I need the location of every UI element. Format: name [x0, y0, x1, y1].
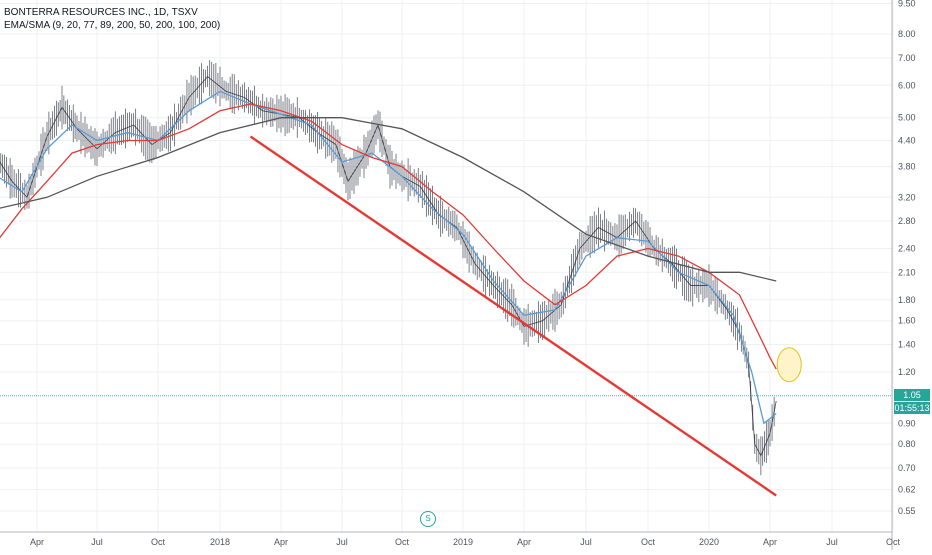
- y-tick-label: 5.00: [898, 113, 916, 123]
- series-line-4: [0, 117, 777, 282]
- x-tick-label: Jul: [580, 537, 592, 547]
- x-tick-label: Apr: [517, 537, 531, 547]
- y-tick-label: 2.80: [898, 216, 916, 226]
- y-tick-label: 0.80: [898, 439, 916, 449]
- x-tick-label: Jul: [336, 537, 348, 547]
- x-tick-label: Oct: [395, 537, 410, 547]
- y-tick-label: 7.00: [898, 53, 916, 63]
- x-tick-label: Apr: [30, 537, 44, 547]
- highlight-ellipse: [776, 347, 802, 383]
- y-tick-label: 1.60: [898, 316, 916, 326]
- x-tick-label: Apr: [274, 537, 288, 547]
- y-tick-label: 3.80: [898, 162, 916, 172]
- chart-legend: BONTERRA RESOURCES INC., 1D, TSXV EMA/SM…: [4, 6, 220, 32]
- y-tick-label: 6.00: [898, 80, 916, 90]
- symbol-title: BONTERRA RESOURCES INC., 1D, TSXV: [4, 7, 198, 18]
- x-tick-label: Jul: [91, 537, 103, 547]
- y-tick-label: 9.50: [898, 0, 916, 8]
- x-tick-label: 2020: [699, 537, 719, 547]
- y-tick-label: 4.40: [898, 136, 916, 146]
- x-tick-label: Apr: [763, 537, 777, 547]
- event-marker[interactable]: S: [420, 511, 436, 527]
- trend-line: [249, 135, 777, 497]
- y-tick-label: 0.70: [898, 463, 916, 473]
- x-tick-label: Oct: [886, 537, 901, 547]
- y-tick-label: 8.00: [898, 29, 916, 39]
- indicator-label: EMA/SMA (9, 20, 77, 89, 200, 50, 200, 10…: [4, 20, 221, 31]
- y-tick-label: 2.10: [898, 267, 916, 277]
- x-tick-label: 2019: [453, 537, 473, 547]
- x-tick-label: Oct: [151, 537, 166, 547]
- y-tick-label: 0.62: [898, 485, 916, 495]
- series-line-1: [0, 75, 777, 457]
- y-tick-label: 2.40: [898, 244, 916, 254]
- last-price-badge: 1.05: [894, 389, 930, 401]
- x-tick-label: 2018: [210, 537, 230, 547]
- x-tick-label: Jul: [826, 537, 838, 547]
- y-tick-label: 1.20: [898, 367, 916, 377]
- y-tick-label: 3.20: [898, 192, 916, 202]
- y-tick-label: 1.40: [898, 340, 916, 350]
- y-tick-label: 0.55: [898, 506, 916, 516]
- series-line-3: [0, 103, 777, 370]
- countdown-badge: 01:55:13: [894, 402, 930, 414]
- series-line-2: [0, 90, 777, 425]
- y-tick-label: 0.90: [898, 418, 916, 428]
- x-tick-label: Oct: [641, 537, 656, 547]
- y-tick-label: 1.80: [898, 295, 916, 305]
